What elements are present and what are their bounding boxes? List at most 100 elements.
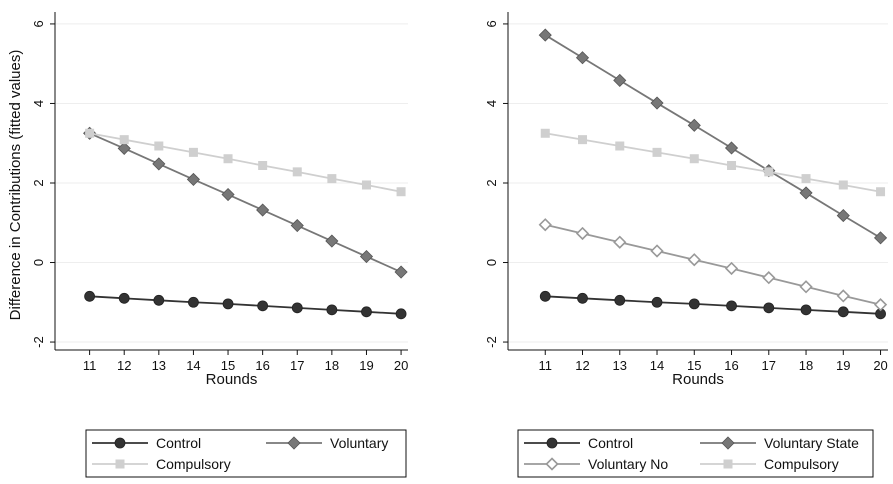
series-line <box>89 295 402 315</box>
legend-item: Voluntary No <box>524 456 668 472</box>
legend-label: Compulsory <box>764 456 839 472</box>
x-tick-label: 18 <box>799 358 813 373</box>
legend-item: Compulsory <box>700 456 839 472</box>
data-point <box>394 265 408 279</box>
data-point <box>84 290 96 302</box>
series-control <box>84 290 407 320</box>
data-point <box>256 203 270 217</box>
y-tick-label: 6 <box>484 20 499 27</box>
legend-box <box>517 429 874 478</box>
chart-panel-2: -2 0 2 4 6 11 12 13 14 15 16 17 18 19 20 Rounds Control V… <box>484 12 888 478</box>
x-axis-title: Rounds <box>206 371 258 388</box>
data-point <box>361 180 371 190</box>
data-point <box>801 174 811 184</box>
data-point <box>615 141 625 151</box>
data-point <box>726 300 737 312</box>
x-axis-title: Rounds <box>672 371 724 388</box>
data-point <box>876 187 886 197</box>
data-point <box>799 280 813 294</box>
series-compulsory <box>540 128 886 197</box>
data-point <box>221 187 235 202</box>
y-tick-label: 0 <box>31 259 46 266</box>
x-tick-label: 16 <box>255 358 269 373</box>
y-tick-label: 2 <box>31 179 46 186</box>
x-tick-label: 11 <box>539 358 553 373</box>
legend-swatch-marker <box>545 457 559 471</box>
data-point <box>539 290 551 302</box>
data-point <box>652 147 662 157</box>
y-tick-label: 2 <box>484 179 499 186</box>
legend-item: Control <box>92 435 201 451</box>
data-point <box>361 306 372 318</box>
data-point <box>359 249 374 264</box>
data-point <box>724 261 739 276</box>
data-point <box>836 209 850 223</box>
data-point <box>837 306 849 318</box>
x-tick-label: 17 <box>290 358 304 373</box>
data-point <box>873 298 888 312</box>
data-point <box>575 51 590 65</box>
data-point <box>540 128 550 138</box>
data-point <box>188 296 199 308</box>
data-point <box>153 294 165 306</box>
data-point <box>836 289 850 303</box>
series-line <box>545 132 881 193</box>
x-tick-label: 13 <box>152 358 166 373</box>
data-point <box>613 235 627 249</box>
legend-item: Voluntary State <box>700 435 859 451</box>
legend: Control Voluntary Compulsory <box>85 429 407 478</box>
x-tick-label: 11 <box>83 358 97 373</box>
data-point <box>257 300 269 312</box>
x-tick-label: 12 <box>575 358 589 373</box>
legend-label: Compulsory <box>156 456 231 472</box>
x-tick-label: 15 <box>221 358 235 373</box>
series-voluntary-state <box>538 28 888 245</box>
data-point <box>222 298 234 310</box>
data-point <box>799 186 813 200</box>
legend-label: Voluntary No <box>588 456 668 472</box>
legend-swatch-marker <box>721 436 735 450</box>
series-compulsory <box>85 128 406 197</box>
legend-swatch-marker <box>115 459 125 469</box>
data-point <box>838 180 848 190</box>
chart-panel-1: -2 0 2 4 6 11 12 13 14 15 16 17 18 19 20 Rounds Differen… <box>7 12 408 478</box>
legend-item: Compulsory <box>92 456 231 472</box>
legend: Control Voluntary State Voluntary No Compul… <box>517 429 874 478</box>
data-point <box>223 154 233 164</box>
data-point <box>538 218 552 232</box>
x-tick-label: 14 <box>650 358 664 373</box>
data-point <box>188 147 198 157</box>
series-voluntary <box>83 126 408 279</box>
series-voluntary-no <box>538 218 888 312</box>
x-tick-label: 18 <box>325 358 339 373</box>
legend-swatch-marker <box>723 459 733 469</box>
data-point <box>688 298 700 310</box>
legend-label: Control <box>156 435 201 451</box>
data-point <box>290 218 304 233</box>
x-tick-label: 19 <box>836 358 850 373</box>
legend-label: Voluntary State <box>764 435 859 451</box>
data-point <box>727 160 737 170</box>
data-point <box>613 73 627 87</box>
x-tick-label: 19 <box>359 358 373 373</box>
data-point <box>575 226 590 241</box>
x-tick-label: 13 <box>613 358 627 373</box>
data-point <box>152 157 166 171</box>
x-tick-label: 14 <box>186 358 200 373</box>
x-tick-label: 12 <box>117 358 131 373</box>
y-tick-label: -2 <box>31 336 46 348</box>
data-point <box>258 160 268 170</box>
series-line <box>89 132 402 193</box>
x-tick-label: 17 <box>762 358 776 373</box>
x-tick-label: 20 <box>394 358 408 373</box>
series-line <box>545 223 881 306</box>
data-point <box>687 118 701 132</box>
data-point <box>292 167 302 177</box>
data-point <box>689 154 699 164</box>
data-point <box>762 270 776 285</box>
data-point <box>325 234 339 248</box>
data-point <box>577 292 588 304</box>
data-point <box>186 172 200 186</box>
legend-swatch-marker <box>546 437 558 449</box>
data-point <box>119 135 129 145</box>
